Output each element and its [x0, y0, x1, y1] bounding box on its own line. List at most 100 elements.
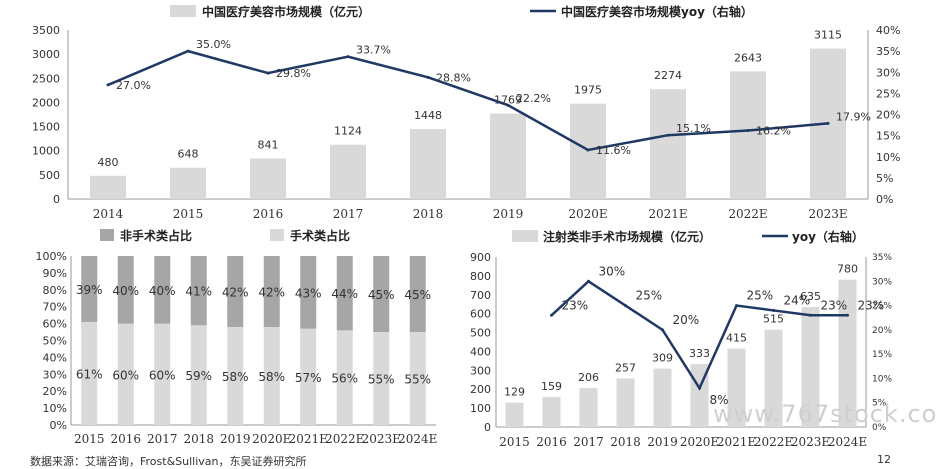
c3-x-tick: 2021E — [717, 435, 756, 449]
c1-y-right-tick: 40% — [876, 24, 900, 37]
c3-yoy-label: 23% — [562, 298, 589, 312]
c3-y-right-tick: 5% — [872, 399, 887, 409]
c2-bar-surgical — [336, 330, 353, 425]
c3-y-right-tick: 35% — [872, 253, 892, 263]
c3-legend-bar-label: 注射类非手术市场规模（亿元） — [543, 229, 711, 244]
c3-y-left-tick: 0 — [484, 421, 491, 434]
c1-bar-label: 1975 — [574, 84, 602, 97]
c1-bar — [650, 89, 686, 199]
c2-surgical-label: 56% — [331, 372, 358, 386]
c2-bar-nonsurgical — [263, 256, 280, 327]
c2-y-tick: 40% — [43, 351, 67, 364]
c2-x-tick: 2021E — [289, 432, 328, 446]
c1-yoy-point — [826, 121, 830, 125]
c3-bar-label: 309 — [652, 352, 673, 365]
c3-yoy-point — [624, 304, 627, 308]
c3-y-right-tick: 10% — [872, 374, 892, 384]
c3-bar — [727, 348, 746, 427]
c1-y-right-tick: 35% — [876, 45, 900, 58]
c1-bar — [490, 113, 526, 199]
page-number: 12 — [877, 453, 891, 466]
c1-yoy-point — [666, 133, 670, 137]
c3-y-left-tick: 600 — [470, 308, 491, 321]
c2-legend-surgical-swatch — [270, 229, 284, 241]
c1-y-left-tick: 2500 — [32, 72, 60, 85]
c3-y-right-tick: 20% — [872, 326, 892, 336]
c2-x-tick: 2023E — [362, 432, 401, 446]
c3-yoy-label: 30% — [599, 264, 626, 278]
c2-surgical-label: 60% — [112, 368, 139, 382]
c2-bar-nonsurgical — [300, 256, 317, 329]
c3-yoy-point — [772, 308, 775, 312]
c1-x-tick: 2022E — [728, 207, 767, 221]
c1-x-tick: 2015 — [173, 207, 204, 221]
c3-y-left-tick: 300 — [470, 364, 491, 377]
c2-bar-nonsurgical — [227, 256, 244, 327]
c1-y-left-tick: 3000 — [32, 48, 60, 61]
c3-yoy-label: 24% — [784, 293, 811, 307]
c2-bar-nonsurgical — [117, 256, 134, 324]
c3-yoy-label: 25% — [747, 289, 774, 303]
source-note: 数据来源：艾瑞咨询，Frost&Sullivan，东吴证券研究所 — [30, 455, 307, 468]
c2-bar-surgical — [263, 326, 280, 425]
c1-bar — [410, 129, 446, 199]
c1-yoy-point — [746, 129, 750, 133]
c1-y-left-tick: 500 — [39, 169, 60, 182]
c1-y-left-tick: 3500 — [32, 24, 60, 37]
c1-legend-bar-label: 中国医疗美容市场规模（亿元） — [202, 4, 370, 19]
c2-surgical-label: 60% — [149, 368, 176, 382]
c1-x-tick: 2014 — [93, 207, 124, 221]
c2-y-tick: 100% — [36, 250, 67, 263]
c1-bar-label: 1124 — [334, 125, 362, 138]
c2-x-tick: 2020E — [252, 432, 291, 446]
c1-x-tick: 2016 — [253, 207, 284, 221]
c3-legend-bar-swatch — [512, 230, 538, 242]
c2-y-tick: 30% — [43, 368, 67, 381]
c2-nonsurgical-label: 42% — [222, 285, 249, 299]
c3-bar — [764, 329, 783, 427]
c2-bar-nonsurgical — [373, 256, 390, 333]
c1-bar-label: 648 — [178, 148, 199, 161]
c3-y-right-tick: 25% — [872, 302, 892, 312]
c1-y-right-tick: 20% — [876, 109, 900, 122]
c3-yoy-point — [846, 313, 849, 317]
c2-x-tick: 2024E — [398, 432, 437, 446]
c1-bar — [90, 175, 126, 199]
c2-y-tick: 70% — [43, 301, 67, 314]
c2-nonsurgical-label: 45% — [368, 288, 395, 302]
c1-yoy-point — [266, 71, 270, 75]
c3-bar-label: 206 — [578, 371, 599, 384]
c1-yoy-label: 11.6% — [596, 144, 631, 157]
c2-surgical-label: 58% — [222, 370, 249, 384]
c3-x-tick: 2018 — [610, 435, 641, 449]
c1-yoy-point — [186, 49, 190, 53]
c2-bar-surgical — [190, 325, 207, 425]
c2-x-tick: 2017 — [147, 432, 178, 446]
c3-yoy-point — [809, 313, 812, 317]
c2-nonsurgical-label: 39% — [76, 283, 103, 297]
c1-yoy-label: 16.2% — [756, 125, 791, 138]
c3-y-right-tick: 15% — [872, 350, 892, 360]
c1-bar — [170, 167, 206, 199]
c1-y-right-tick: 0% — [876, 193, 893, 206]
c1-y-left-tick: 0 — [53, 193, 60, 206]
c3-bar — [801, 307, 820, 427]
c1-y-left-tick: 2000 — [32, 96, 60, 109]
c2-surgical-label: 57% — [295, 371, 322, 385]
c2-y-tick: 20% — [43, 385, 67, 398]
c2-nonsurgical-label: 42% — [258, 285, 285, 299]
c1-bar-label: 480 — [98, 156, 119, 169]
c3-bar-label: 635 — [800, 290, 821, 303]
c2-bar-surgical — [81, 321, 98, 425]
c3-yoy-point — [698, 386, 701, 390]
c1-bar — [250, 158, 286, 199]
c2-x-tick: 2018 — [183, 432, 214, 446]
c1-bar-label: 2274 — [654, 69, 682, 82]
c1-bar — [330, 144, 366, 199]
c3-x-tick: 2019 — [647, 435, 678, 449]
c2-legend-surgical-label: 手术类占比 — [290, 228, 350, 243]
c1-x-tick: 2020E — [568, 207, 607, 221]
c2-bar-surgical — [227, 326, 244, 425]
c1-yoy-label: 33.7% — [356, 44, 391, 57]
